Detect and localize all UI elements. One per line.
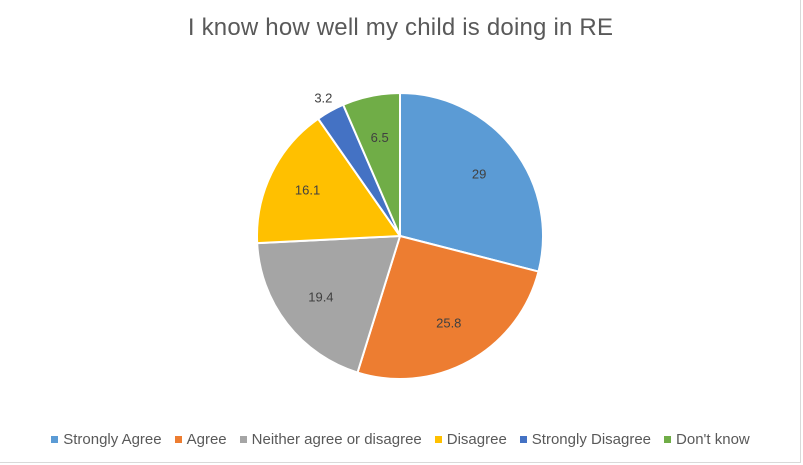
legend-label: Agree [186, 431, 227, 448]
data-label: 29 [472, 167, 486, 182]
legend-swatch [51, 436, 59, 443]
legend-item: Strongly Agree [51, 431, 162, 448]
legend-item: Neither agree or disagree [239, 431, 422, 448]
legend-swatch [434, 436, 442, 443]
legend-swatch [174, 436, 182, 443]
legend-label: Strongly Disagree [531, 431, 652, 448]
pie-slice-neither-agree-or-disagree [256, 234, 402, 374]
data-label: 3.2 [314, 91, 332, 106]
chart-title: I know how well my child is doing in RE [187, 14, 614, 41]
legend-item: Don't know [664, 431, 750, 448]
chart-legend: Strongly Agree Agree Neither agree or disa… [0, 431, 801, 448]
pie-slice-don-t-know [341, 91, 401, 237]
pie-slice-agree [356, 234, 540, 380]
legend-swatch [664, 436, 672, 443]
legend-label: Don't know [676, 431, 750, 448]
data-label: 25.8 [436, 315, 461, 330]
legend-label: Disagree [446, 431, 507, 448]
legend-item: Strongly Disagree [519, 431, 652, 448]
data-label: 19.4 [308, 289, 333, 304]
legend-item: Disagree [434, 431, 507, 448]
data-label: 16.1 [295, 183, 320, 198]
legend-swatch [519, 436, 527, 443]
legend-label: Neither agree or disagree [251, 431, 422, 448]
pie-slice-strongly-agree [399, 91, 544, 273]
legend-item: Agree [174, 431, 227, 448]
pie-data-labels: 29 25.8 19.4 16.1 3.2 6.5 [295, 91, 486, 331]
pie-slices [256, 91, 544, 380]
legend-swatch [239, 436, 247, 443]
legend-label: Strongly Agree [63, 431, 162, 448]
pie-slice-disagree [256, 117, 402, 245]
data-label: 6.5 [371, 130, 389, 145]
